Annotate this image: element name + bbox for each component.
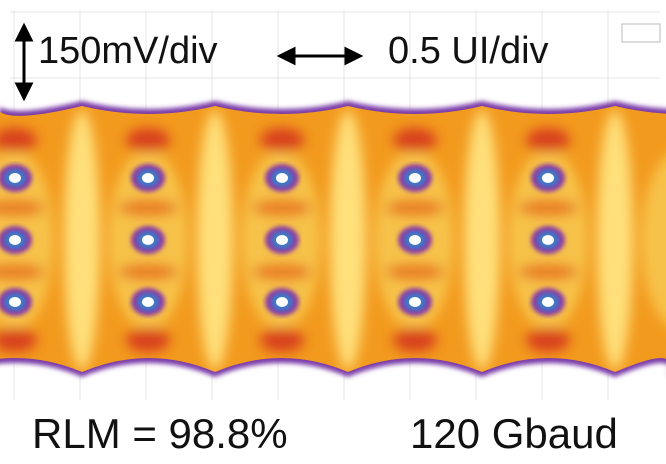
eye-opening — [142, 297, 154, 307]
eye-diagram-figure: 150mV/div 0.5 UI/div RLM = 98.8% 120 Gba… — [0, 0, 666, 464]
eye-opening — [142, 235, 154, 245]
eye-opening — [542, 235, 554, 245]
level-spot — [518, 264, 578, 280]
scope-badge — [622, 24, 660, 42]
baud-label: 120 Gbaud — [410, 410, 618, 458]
crossing — [197, 110, 233, 370]
level-spot — [518, 200, 578, 216]
crossing — [464, 110, 500, 370]
eye-opening — [142, 173, 154, 183]
level-spot — [385, 264, 445, 280]
crossing — [330, 110, 366, 370]
eye-opening — [9, 297, 21, 307]
level-spot — [385, 200, 445, 216]
eye-opening — [276, 297, 288, 307]
vertical-scale: 150mV/div — [38, 30, 218, 73]
eye-opening — [9, 173, 21, 183]
level-spot — [260, 128, 304, 152]
level-spot — [252, 264, 312, 280]
eye-opening — [542, 173, 554, 183]
level-spot — [126, 328, 170, 352]
eye-opening — [409, 235, 421, 245]
crossing — [64, 110, 100, 370]
crossing — [597, 110, 633, 370]
level-spot — [118, 264, 178, 280]
eye-opening — [276, 173, 288, 183]
level-spot — [260, 328, 304, 352]
eye-density — [0, 80, 666, 400]
level-spot — [118, 200, 178, 216]
level-spot — [393, 128, 437, 152]
level-spot — [393, 328, 437, 352]
eye-opening — [542, 297, 554, 307]
eye-opening — [276, 235, 288, 245]
eye-opening — [409, 173, 421, 183]
horizontal-scale: 0.5 UI/div — [388, 30, 549, 73]
level-spot — [526, 128, 570, 152]
rlm-label: RLM = 98.8% — [32, 410, 288, 458]
eye-opening — [9, 235, 21, 245]
level-spot — [252, 200, 312, 216]
level-spot — [526, 328, 570, 352]
level-spot — [126, 128, 170, 152]
eye-opening — [409, 297, 421, 307]
